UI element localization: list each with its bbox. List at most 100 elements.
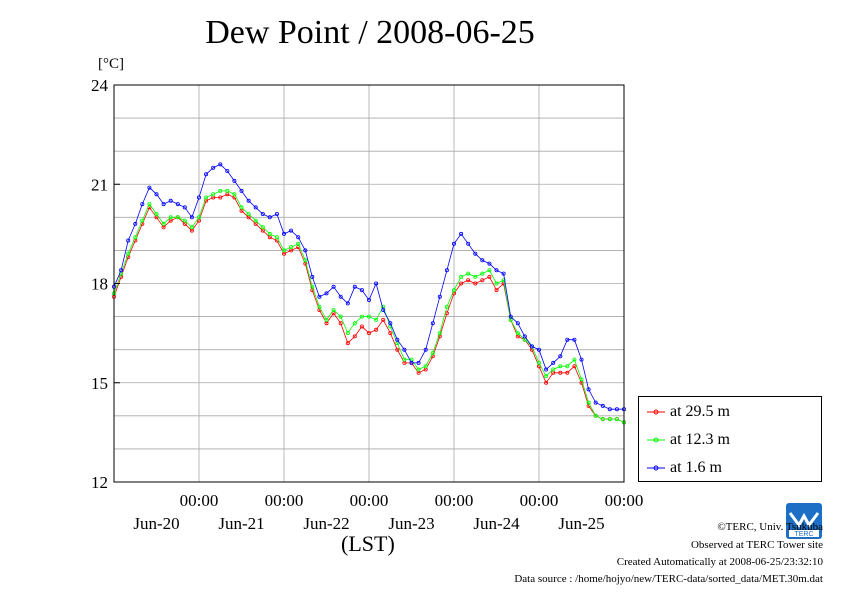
x-tick-time: 00:00: [520, 491, 559, 510]
data-point: [402, 347, 407, 352]
series-line: [113, 193, 625, 423]
data-point: [246, 198, 251, 203]
data-point: [508, 314, 513, 319]
data-point: [211, 192, 216, 197]
data-point: [331, 284, 336, 289]
credit-created: Created Automatically at 2008-06-25/23:3…: [616, 556, 823, 568]
data-point: [614, 407, 619, 412]
x-tick-date: Jun-20: [133, 514, 179, 533]
data-point: [487, 274, 492, 279]
y-tick-label: 24: [91, 76, 109, 95]
credit-site: Observed at TERC Tower site: [690, 539, 823, 551]
data-point: [189, 215, 194, 220]
data-point: [147, 202, 152, 207]
data-point: [494, 288, 499, 293]
data-point: [544, 374, 549, 379]
data-point: [232, 178, 237, 183]
series-at-1-6-m: [112, 162, 627, 412]
data-point: [423, 364, 428, 369]
data-point: [459, 231, 464, 236]
data-point: [501, 278, 506, 283]
data-point: [281, 231, 286, 236]
data-point: [338, 314, 343, 319]
data-point: [253, 218, 258, 223]
data-point: [466, 278, 471, 283]
grid: [114, 85, 624, 482]
data-point: [558, 354, 563, 359]
data-point: [317, 304, 322, 309]
legend-swatch-green: [647, 437, 665, 443]
data-point: [175, 202, 180, 207]
data-point: [480, 278, 485, 283]
data-point: [537, 360, 542, 365]
data-point: [551, 360, 556, 365]
data-point: [444, 268, 449, 273]
data-point: [459, 274, 464, 279]
y-tick-label: 12: [91, 473, 108, 492]
data-point: [374, 281, 379, 286]
data-point: [154, 192, 159, 197]
data-point: [409, 360, 414, 365]
data-point: [480, 271, 485, 276]
data-point: [225, 168, 230, 173]
x-tick-date: Jun-25: [558, 514, 604, 533]
data-point: [374, 327, 379, 332]
data-point: [352, 284, 357, 289]
data-point: [565, 364, 570, 369]
data-point: [161, 221, 166, 226]
data-point: [416, 367, 421, 372]
data-point: [430, 350, 435, 355]
data-point: [126, 238, 131, 243]
data-point: [487, 268, 492, 273]
data-point: [473, 274, 478, 279]
x-tick-time: 00:00: [435, 491, 474, 510]
data-point: [381, 317, 386, 322]
data-point: [437, 331, 442, 336]
x-tick-date: Jun-23: [388, 514, 434, 533]
data-point: [515, 331, 520, 336]
data-point: [182, 205, 187, 210]
data-point: [480, 258, 485, 263]
data-point: [310, 274, 315, 279]
data-point: [551, 367, 556, 372]
data-point: [168, 215, 173, 220]
data-point: [246, 211, 251, 216]
data-point: [466, 271, 471, 276]
data-point: [529, 344, 534, 349]
data-point: [196, 195, 201, 200]
data-point: [366, 297, 371, 302]
data-point: [260, 225, 265, 230]
data-point: [423, 347, 428, 352]
legend-label: at 29.5 m: [670, 403, 730, 420]
data-point: [140, 218, 145, 223]
data-point: [239, 205, 244, 210]
x-tick-date: Jun-24: [473, 514, 520, 533]
data-point: [289, 228, 294, 233]
data-point: [388, 321, 393, 326]
y-axis-unit-label: [°C]: [98, 56, 124, 72]
series-line: [113, 163, 624, 410]
legend-label: at 12.3 m: [670, 431, 730, 448]
x-tick-date: Jun-21: [218, 514, 264, 533]
x-tick-time: 00:00: [350, 491, 389, 510]
data-point: [359, 288, 364, 293]
data-point: [466, 241, 471, 246]
data-point: [515, 321, 520, 326]
data-point: [204, 172, 209, 177]
data-point: [416, 360, 421, 365]
data-point: [537, 347, 542, 352]
data-point: [359, 324, 364, 329]
data-point: [204, 195, 209, 200]
data-point: [140, 202, 145, 207]
data-point: [473, 251, 478, 256]
data-point: [345, 341, 350, 346]
data-point: [388, 331, 393, 336]
data-point: [451, 288, 456, 293]
data-point: [600, 417, 605, 422]
data-point: [338, 321, 343, 326]
data-point: [345, 331, 350, 336]
data-point: [579, 377, 584, 382]
data-point: [565, 337, 570, 342]
data-point: [317, 294, 322, 299]
